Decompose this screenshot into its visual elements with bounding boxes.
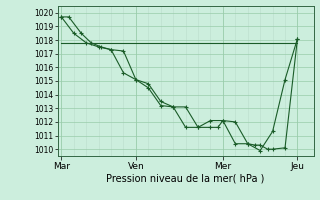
X-axis label: Pression niveau de la mer( hPa ): Pression niveau de la mer( hPa ) <box>107 173 265 183</box>
